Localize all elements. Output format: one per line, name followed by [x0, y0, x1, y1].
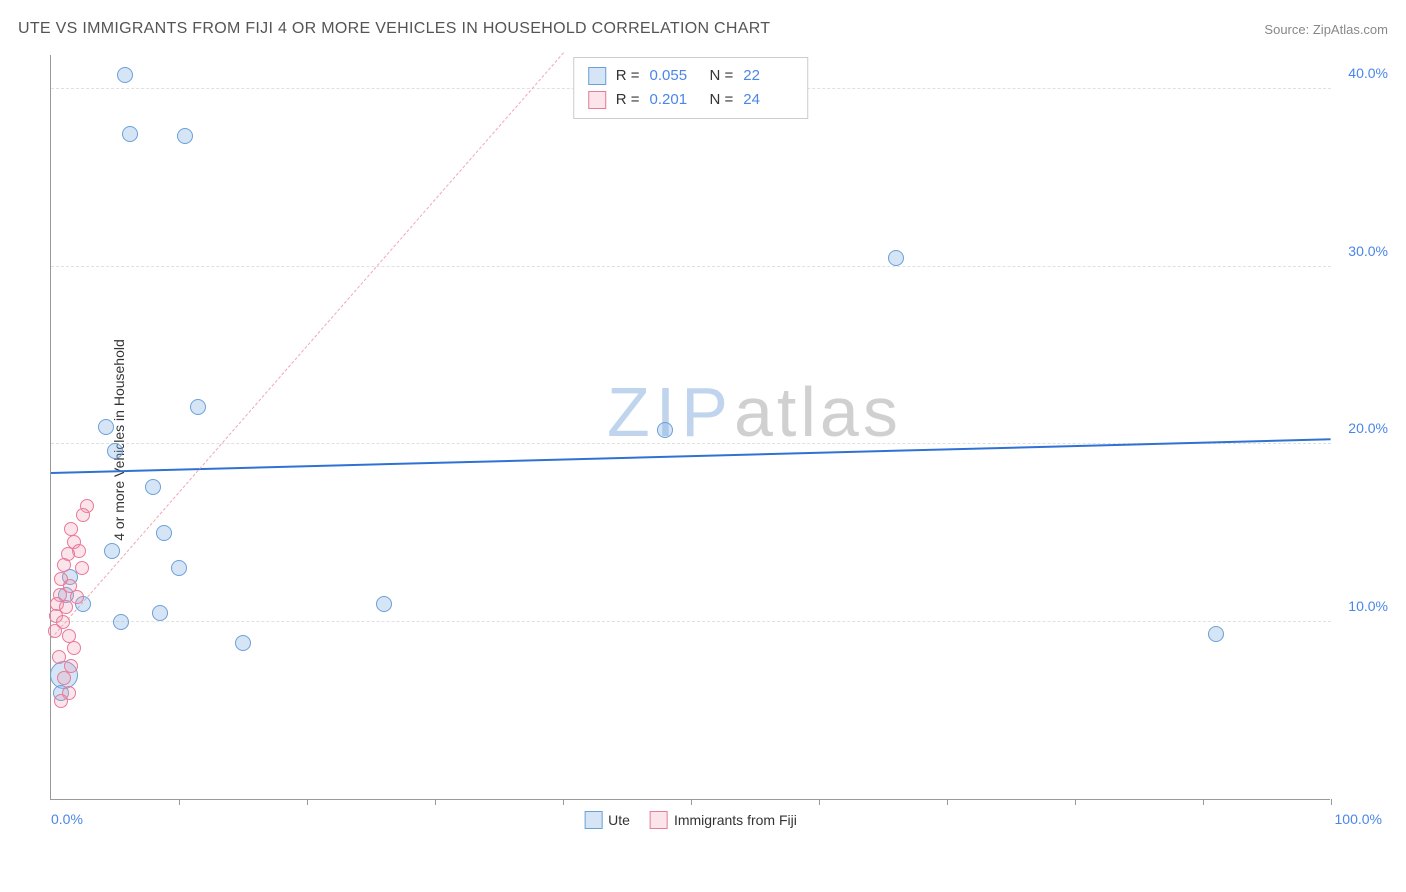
header: UTE VS IMMIGRANTS FROM FIJI 4 OR MORE VE… — [18, 20, 1388, 38]
n-value-fiji: 24 — [743, 88, 793, 112]
gridline — [51, 266, 1331, 267]
x-tick — [1331, 799, 1332, 805]
data-point — [67, 641, 81, 655]
data-point — [177, 128, 193, 144]
watermark-zip: ZIP — [607, 373, 734, 451]
data-point — [145, 479, 161, 495]
data-point — [104, 543, 120, 559]
data-point — [235, 635, 251, 651]
watermark-atlas: atlas — [734, 373, 902, 451]
x-tick — [179, 799, 180, 805]
r-label: R = — [616, 88, 640, 112]
x-label-max: 100.0% — [1335, 811, 1382, 827]
data-point — [70, 590, 84, 604]
data-point — [48, 624, 62, 638]
data-point — [171, 560, 187, 576]
plot-box: ZIPatlas R = 0.055 N = 22 R = 0.201 N = … — [50, 55, 1330, 800]
legend-item-ute: Ute — [584, 811, 630, 829]
stats-row-ute: R = 0.055 N = 22 — [588, 64, 794, 88]
swatch-blue — [584, 811, 602, 829]
data-point — [888, 250, 904, 266]
data-point — [75, 561, 89, 575]
data-point — [113, 614, 129, 630]
series-legend: Ute Immigrants from Fiji — [584, 811, 797, 829]
stats-row-fiji: R = 0.201 N = 24 — [588, 88, 794, 112]
source-label: Source: — [1264, 22, 1309, 37]
data-point — [122, 126, 138, 142]
legend-label-fiji: Immigrants from Fiji — [674, 812, 797, 828]
data-point — [54, 694, 68, 708]
data-point — [57, 558, 71, 572]
x-tick — [307, 799, 308, 805]
y-tick-label: 10.0% — [1348, 598, 1388, 614]
data-point — [1208, 626, 1224, 642]
n-label: N = — [710, 64, 734, 88]
data-point — [376, 596, 392, 612]
x-tick — [1203, 799, 1204, 805]
y-tick-label: 30.0% — [1348, 243, 1388, 259]
swatch-pink — [588, 91, 606, 109]
swatch-pink — [650, 811, 668, 829]
source: Source: ZipAtlas.com — [1264, 22, 1388, 37]
data-point — [152, 605, 168, 621]
x-tick — [819, 799, 820, 805]
swatch-blue — [588, 67, 606, 85]
x-tick — [563, 799, 564, 805]
data-point — [156, 525, 172, 541]
r-value-fiji: 0.201 — [650, 88, 700, 112]
stats-legend: R = 0.055 N = 22 R = 0.201 N = 24 — [573, 57, 809, 119]
gridline — [51, 621, 1331, 622]
x-tick — [1075, 799, 1076, 805]
chart-area: 4 or more Vehicles in Household ZIPatlas… — [50, 55, 1388, 825]
data-point — [657, 422, 673, 438]
data-point — [57, 671, 71, 685]
y-tick-label: 20.0% — [1348, 420, 1388, 436]
data-point — [76, 508, 90, 522]
watermark: ZIPatlas — [607, 372, 902, 452]
legend-item-fiji: Immigrants from Fiji — [650, 811, 797, 829]
x-label-min: 0.0% — [51, 811, 83, 827]
chart-title: UTE VS IMMIGRANTS FROM FIJI 4 OR MORE VE… — [18, 20, 770, 38]
data-point — [52, 650, 66, 664]
data-point — [117, 67, 133, 83]
data-point — [107, 443, 123, 459]
y-tick-label: 40.0% — [1348, 65, 1388, 81]
n-label: N = — [710, 88, 734, 112]
data-point — [98, 419, 114, 435]
source-name: ZipAtlas.com — [1313, 22, 1388, 37]
data-point — [190, 399, 206, 415]
data-point — [64, 659, 78, 673]
r-label: R = — [616, 64, 640, 88]
r-value-ute: 0.055 — [650, 64, 700, 88]
x-tick — [947, 799, 948, 805]
legend-label-ute: Ute — [608, 812, 630, 828]
x-tick — [691, 799, 692, 805]
x-tick — [435, 799, 436, 805]
n-value-ute: 22 — [743, 64, 793, 88]
